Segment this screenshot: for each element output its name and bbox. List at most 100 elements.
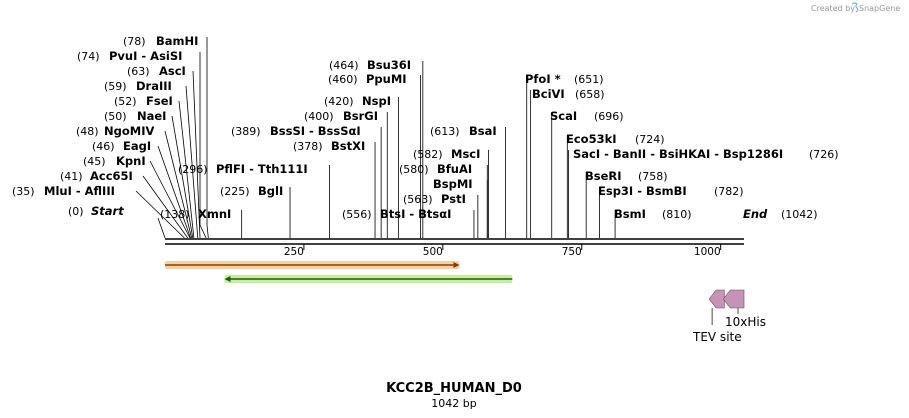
site-position-pflfi-tth111i: (296) <box>178 163 208 176</box>
site-label-bsai: BsaI <box>469 124 497 138</box>
site-position-end: (1042) <box>781 208 818 221</box>
feature-label-10xhis: 10xHis <box>725 315 766 329</box>
ruler-ticks: 250 500 750 1000 <box>284 244 722 258</box>
feature-10xhis[interactable] <box>722 289 745 309</box>
site-label-bcivi: BciVI <box>532 87 565 101</box>
site-position-fsei: (52) <box>114 95 137 108</box>
site-label-end: End <box>743 207 768 221</box>
tick-label-250: 250 <box>284 246 304 258</box>
site-position-ppumi: (460) <box>328 73 358 86</box>
tick-label-500: 500 <box>423 246 443 258</box>
snapgene-credit: Created by SnapGene <box>811 2 900 13</box>
site-position-draiii: (59) <box>104 80 127 93</box>
site-label-msci: MscI <box>451 147 480 161</box>
site-label-acc65i: Acc65I <box>90 169 133 183</box>
site-leader-lines <box>135 37 616 239</box>
site-label-scai: ScaI <box>550 109 577 123</box>
site-position-bsmi: (810) <box>662 208 692 221</box>
leader-kpni <box>149 160 191 239</box>
site-label-eco53ki: Eco53kI <box>566 132 617 146</box>
site-label-pvui-asisi: PvuI - AsiSI <box>109 49 182 63</box>
site-position-psti: (563) <box>403 193 433 206</box>
site-label-mlui-afliii: MluI - AflIII <box>44 184 115 198</box>
tick-label-750: 750 <box>562 246 582 258</box>
site-position-acc65i: (41) <box>60 170 83 183</box>
site-position-bcivi: (658) <box>575 88 605 101</box>
site-position-bsssi-bsssαi: (389) <box>231 125 261 138</box>
leader-mlui-afliii <box>135 190 185 239</box>
site-label-fsei: FseI <box>146 94 173 108</box>
site-label-psti: PstI <box>441 192 466 206</box>
site-position-ngomiv: (48) <box>76 125 99 138</box>
site-position-pfoi: (651) <box>574 73 604 86</box>
site-label-pfoi: PfoI * <box>525 72 561 86</box>
site-label-esp3i-bsmbi: Esp3I - BsmBI <box>598 184 687 198</box>
site-label-bseri: BseRI <box>585 169 622 183</box>
site-position-kpni: (45) <box>83 155 106 168</box>
site-position-naei: (50) <box>104 110 127 123</box>
site-position-eco53ki: (724) <box>635 133 665 146</box>
sequence-name: KCC2B_HUMAN_D0 <box>386 381 522 396</box>
site-position-msci: (582) <box>413 148 443 161</box>
site-position-eagi: (46) <box>92 140 115 153</box>
site-position-saci-banii-bsihkai-bsp1286i: (726) <box>809 148 839 161</box>
sequence-backbone <box>165 238 744 245</box>
site-label-bsssi-bsssαi: BssSI - BssSαI <box>270 124 361 138</box>
site-position-bstxi: (378) <box>293 140 323 153</box>
leader-asci <box>192 70 201 239</box>
leader-acc65i <box>142 175 189 239</box>
site-label-saci-banii-bsihkai-bsp1286i: SacI - BanII - BsiHKAI - Bsp1286I <box>573 147 783 161</box>
site-label-bgli: BglI <box>258 184 283 198</box>
leader-start <box>157 217 166 239</box>
site-position-mlui-afliii: (35) <box>12 185 35 198</box>
site-label-nspi: NspI <box>362 94 391 108</box>
site-label-xmni: XmnI <box>198 207 231 221</box>
credit-brand: SnapGene <box>859 4 900 13</box>
site-label-start: Start <box>91 204 124 218</box>
site-position-bsrgi: (400) <box>304 110 334 123</box>
leader-eagi <box>157 145 191 239</box>
leader-draiii <box>185 85 199 239</box>
site-label-pflfi-tth111i: PflFI - Tth111I <box>216 162 308 176</box>
site-label-bspmi: BspMI <box>433 177 473 191</box>
feature-tev-site[interactable] <box>708 289 725 309</box>
leader-pvui-asisi <box>199 52 207 239</box>
leader-fsei <box>178 100 195 239</box>
snapgene-logo-icon <box>851 2 859 13</box>
site-label-bfuai: BfuAI <box>437 162 472 176</box>
site-label-ppumi: PpuMI <box>366 72 407 86</box>
site-position-nspi: (420) <box>324 95 354 108</box>
leader-ngomiv <box>164 130 193 239</box>
feature-label-tev-site: TEV site <box>692 330 742 344</box>
site-position-bseri: (758) <box>638 170 668 183</box>
credit-text: Created by <box>811 4 855 13</box>
leader-naei <box>171 115 194 239</box>
site-position-bfuai: (580) <box>399 163 429 176</box>
site-position-btsi-btsαi: (556) <box>342 208 372 221</box>
site-position-start: (0) <box>68 205 84 218</box>
site-position-bsu36i: (464) <box>329 59 359 72</box>
feature-green-arrowhead <box>224 276 231 282</box>
site-position-pvui-asisi: (74) <box>77 50 100 63</box>
site-label-draiii: DraIII <box>136 79 172 93</box>
site-label-eagi: EagI <box>123 139 151 153</box>
site-position-scai: (696) <box>594 110 624 123</box>
sequence-length: 1042 bp <box>431 397 476 410</box>
site-label-kpni: KpnI <box>116 154 146 168</box>
feature-orange-arrowhead <box>453 262 460 268</box>
site-position-bsai: (613) <box>430 125 460 138</box>
site-label-bsu36i: Bsu36I <box>367 58 411 72</box>
site-position-xmni: (138) <box>160 208 190 221</box>
site-label-asci: AscI <box>159 64 186 78</box>
site-label-ngomiv: NgoMIV <box>104 124 154 138</box>
site-label-bsmi: BsmI <box>614 207 646 221</box>
site-position-esp3i-bsmbi: (782) <box>714 185 744 198</box>
site-label-bamhi: BamHI <box>156 34 198 48</box>
site-label-bsrgi: BsrGI <box>343 109 378 123</box>
leader-bamhi <box>206 37 209 239</box>
site-position-bamhi: (78) <box>123 35 146 48</box>
site-label-naei: NaeI <box>137 109 166 123</box>
site-label-bstxi: BstXI <box>331 139 365 153</box>
